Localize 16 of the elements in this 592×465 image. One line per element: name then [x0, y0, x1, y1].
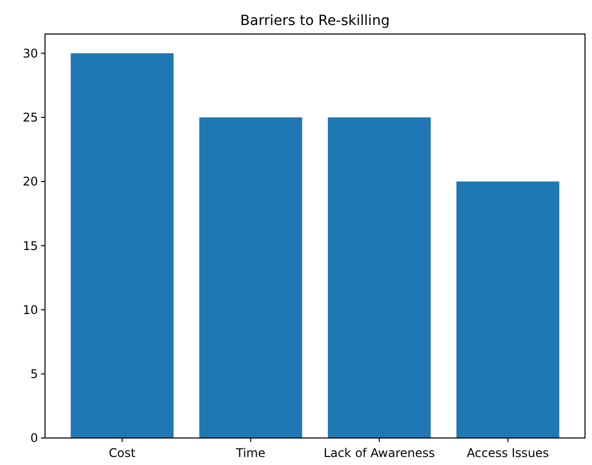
y-tick-label: 5 [30, 367, 38, 382]
x-tick-label: Time [235, 446, 266, 460]
y-tick-label: 25 [22, 110, 38, 125]
y-tick-label: 20 [22, 174, 38, 189]
y-tick-label: 10 [22, 302, 38, 317]
x-tick-label: Cost [108, 446, 136, 460]
y-tick-label: 0 [30, 431, 38, 446]
bar [328, 117, 431, 438]
chart-title: Barriers to Re-skilling [240, 13, 390, 29]
bar [456, 181, 560, 438]
y-tick-label: 30 [22, 46, 38, 60]
bar [70, 53, 174, 438]
y-tick-label: 15 [22, 238, 38, 253]
x-tick-label: Access Issues [466, 446, 549, 460]
x-tick-label: Lack of Awareness [324, 446, 435, 460]
bar [199, 117, 302, 438]
